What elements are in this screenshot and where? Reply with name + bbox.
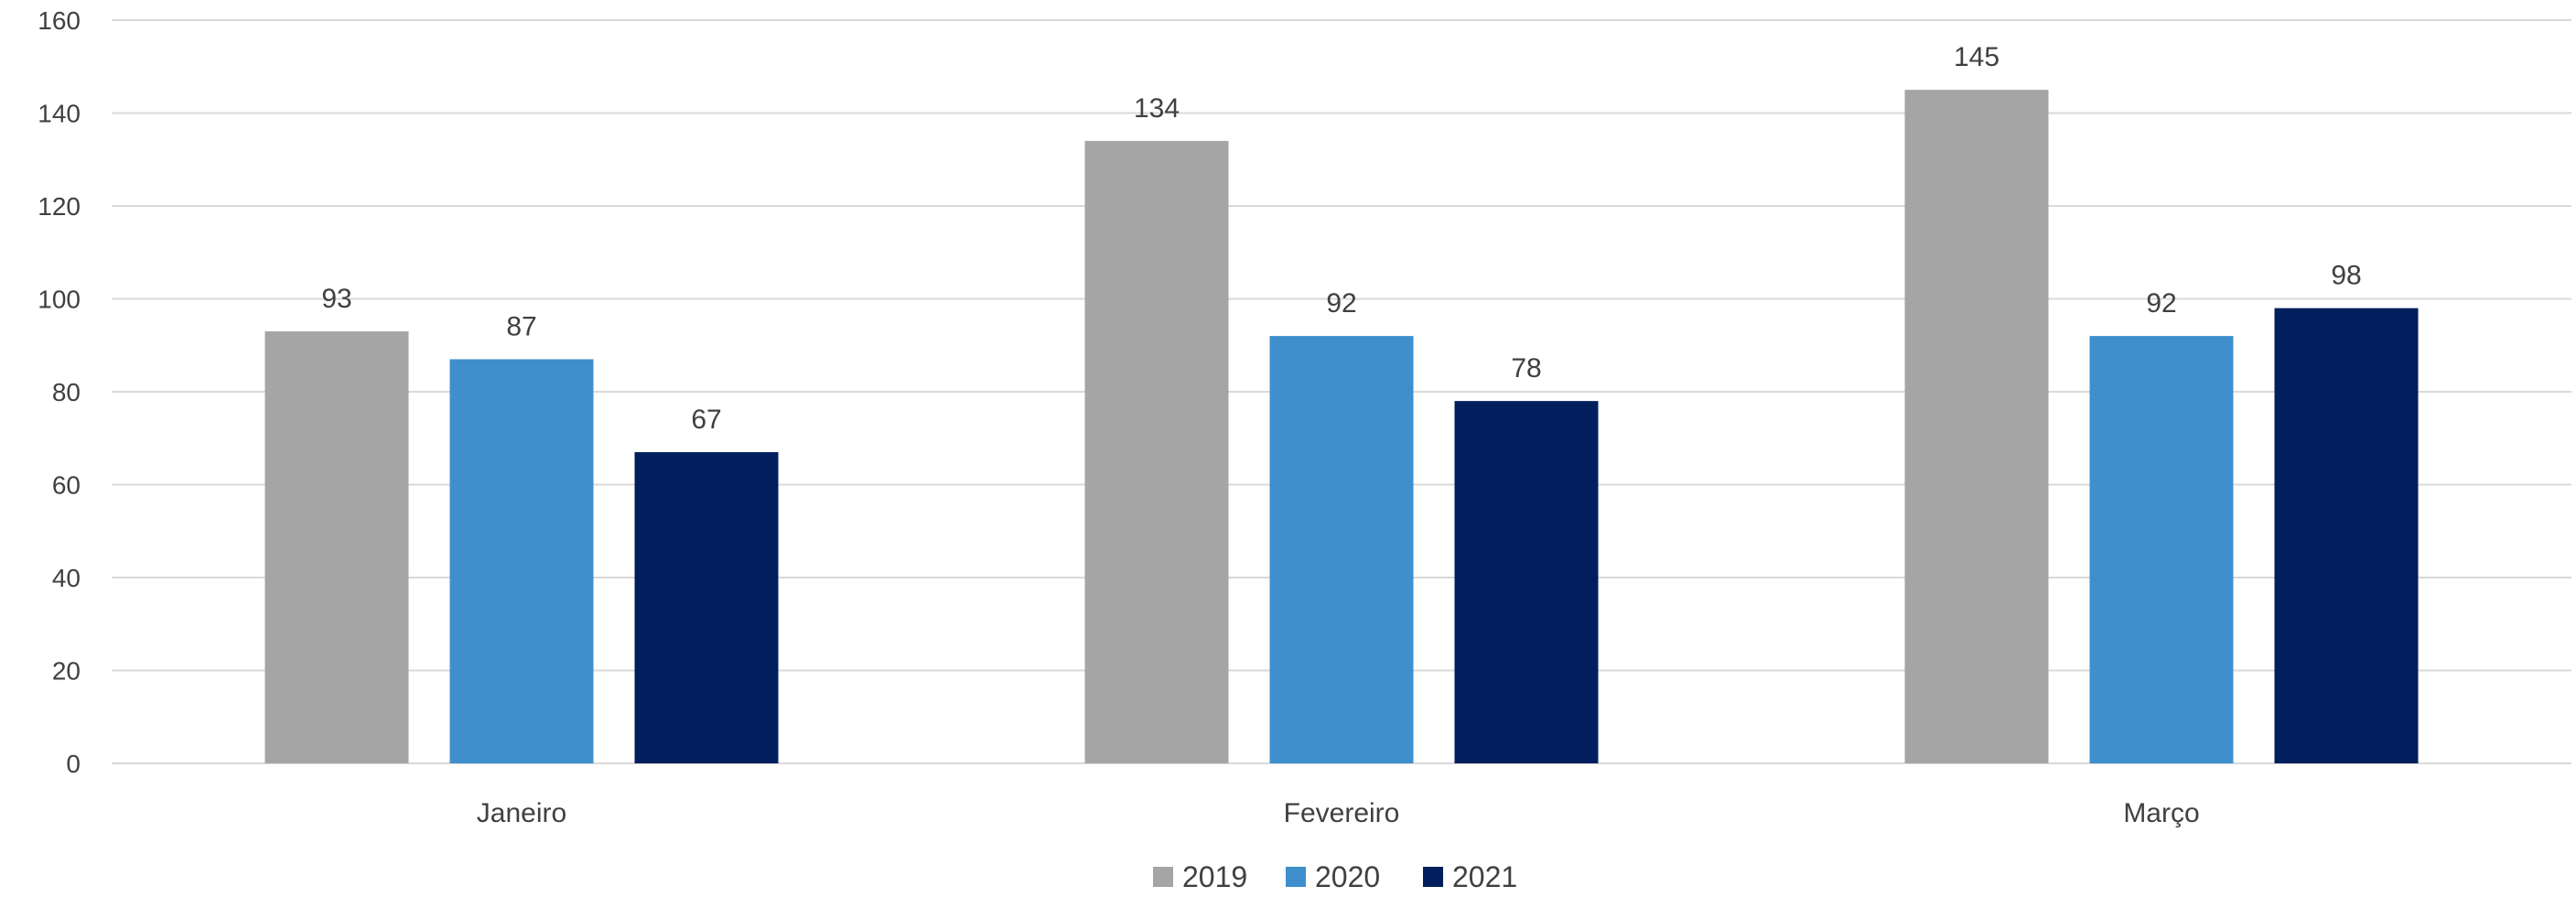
data-label: 67	[691, 405, 721, 435]
bar	[2274, 308, 2419, 763]
data-label: 87	[506, 311, 536, 341]
legend-swatch	[1153, 867, 1173, 887]
bar	[2089, 336, 2234, 763]
y-tick-label: 40	[52, 564, 81, 592]
x-tick-label: Março	[2123, 798, 2199, 828]
bar	[449, 359, 594, 763]
data-label: 92	[1326, 288, 1356, 319]
legend-label: 2019	[1182, 860, 1247, 892]
y-tick-label: 140	[38, 100, 81, 128]
y-tick-label: 120	[38, 192, 81, 221]
x-axis: Janeiro Fevereiro Março	[477, 798, 2200, 828]
y-tick-label: 80	[52, 378, 81, 406]
legend-swatch	[1423, 867, 1443, 887]
y-tick-label: 160	[38, 6, 81, 35]
x-tick-label: Janeiro	[477, 798, 566, 828]
bar	[634, 451, 779, 763]
legend-label: 2021	[1452, 860, 1517, 892]
data-label: 134	[1134, 93, 1180, 124]
legend-label: 2020	[1315, 860, 1380, 892]
x-tick-label: Fevereiro	[1284, 798, 1400, 828]
data-label: 145	[1954, 42, 1999, 72]
y-axis: 0 20 40 60 80 100 120 140 160	[38, 6, 81, 778]
bar	[1454, 401, 1599, 763]
data-label: 93	[321, 284, 351, 314]
y-tick-label: 60	[52, 471, 81, 500]
y-tick-label: 20	[52, 657, 81, 686]
bar	[1269, 336, 1414, 763]
bar	[264, 331, 409, 763]
y-tick-label: 100	[38, 286, 81, 314]
data-label: 92	[2146, 288, 2176, 319]
data-label: 98	[2331, 261, 2361, 291]
bars	[264, 90, 2419, 763]
y-tick-label: 0	[66, 750, 81, 778]
legend-swatch	[1286, 867, 1306, 887]
legend: 2019 2020 2021	[1153, 860, 1517, 893]
data-label: 78	[1511, 353, 1541, 384]
data-labels: 93 87 67 134 92 78 145 92 98	[321, 42, 2361, 435]
bar	[1084, 140, 1229, 763]
bar	[1904, 90, 2049, 763]
